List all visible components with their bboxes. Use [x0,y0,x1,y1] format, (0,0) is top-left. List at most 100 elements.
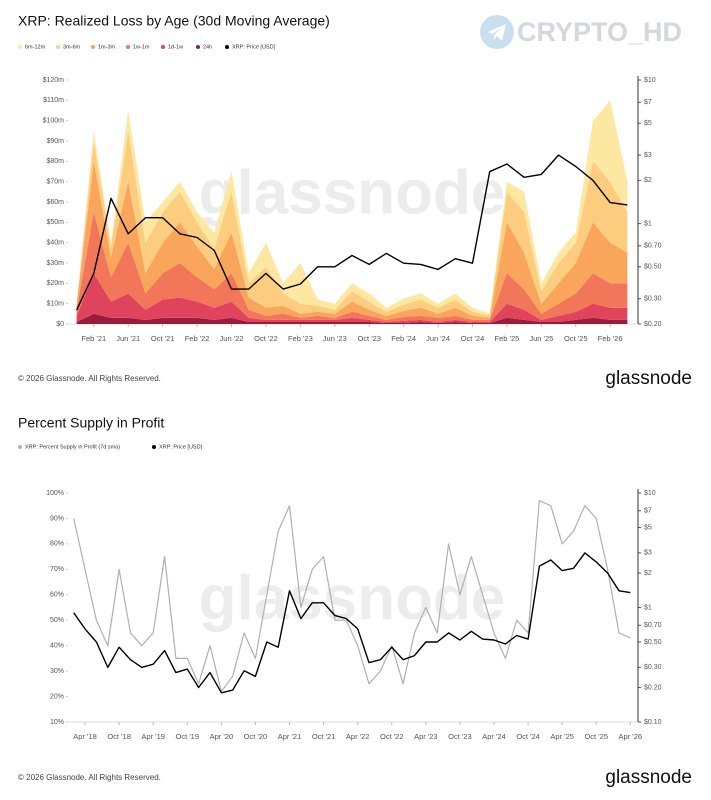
x-tick-label: Oct '25 [584,732,608,741]
x-tick-label: Apr '19 [141,732,165,741]
x-tick-label: Jun '23 [323,334,347,343]
x-tick-label: Jun '25 [529,334,553,343]
series-line [73,552,631,694]
x-tick-label: Feb '21 [81,334,106,343]
telegram-plane [488,24,506,41]
y2-tick-label: $0.50 [644,264,662,271]
x-tick-label: Apr '22 [346,732,370,741]
x-tick-label: Oct '24 [516,732,540,741]
x-tick-label: Oct '22 [380,732,404,741]
footer-copyright: © 2026 Glassnode. All Rights Reserved. [18,773,161,782]
x-tick-label: Apr '23 [414,732,438,741]
x-tick-label: Apr '20 [210,732,234,741]
y2-tick-label: $0.10 [644,719,662,726]
legend-label: XRP: Price [USD] [159,444,203,450]
y2-tick-label: $0.20 [644,321,662,328]
y-tick-label: 100% [46,490,64,497]
y2-tick-label: $7 [644,99,652,106]
y-tick-label: $10m [46,301,64,308]
legend-label: 6m-12m [25,44,46,50]
footer-logo: glassnode [605,767,692,788]
y2-tick-label: $5 [644,524,652,531]
y-tick-label: 70% [50,566,64,573]
legend-marker [18,445,22,449]
x-tick-label: Feb '26 [598,334,623,343]
legend-label: 1w-1m [133,44,150,50]
x-tick-label: Feb '25 [495,334,520,343]
x-tick-label: Feb '24 [391,334,416,343]
chart-title: XRP: Realized Loss by Age (30d Moving Av… [18,13,330,29]
y-tick-label: $70m [46,179,64,186]
y2-tick-label: $3 [644,152,652,159]
legend-label: XRP: Price [USD] [232,44,276,50]
y-tick-label: $80m [46,158,64,165]
stacked-area [76,130,628,318]
y2-tick-label: $0.30 [644,296,662,303]
y-tick-label: 30% [50,668,64,675]
legend-label: 24h [203,44,212,50]
y2-tick-label: $1 [644,604,652,611]
x-tick-label: Jun '24 [426,334,450,343]
y-tick-label: $120m [43,77,65,84]
y-tick-label: $90m [46,138,64,145]
legend-label: XRP: Percent Supply in Profit (7d sma) [25,444,120,450]
x-tick-label: Apr '24 [482,732,506,741]
stacked-area [76,212,628,322]
legend-marker [225,45,229,49]
y2-tick-label: $0.50 [644,639,662,646]
y-tick-label: $60m [46,199,64,206]
y2-tick-label: $5 [644,120,652,127]
y2-tick-label: $2 [644,177,652,184]
legend-marker [161,45,165,49]
x-tick-label: Apr '25 [550,732,574,741]
y2-tick-label: $3 [644,550,652,557]
series-line [73,500,631,693]
legend-marker [152,445,156,449]
stacked-area [76,273,628,323]
legend-marker [196,45,200,49]
x-tick-label: Oct '23 [448,732,472,741]
y-tick-label: $110m [43,97,64,104]
x-tick-label: Oct '24 [461,334,485,343]
footer-logo: glassnode [605,368,692,389]
y-tick-label: 50% [50,617,64,624]
x-tick-label: Oct '25 [564,334,588,343]
y-tick-label: $0 [56,321,64,328]
x-tick-label: Oct '21 [312,732,336,741]
y2-tick-label: $10 [644,77,656,84]
x-tick-label: Oct '21 [151,334,175,343]
chart-title: Percent Supply in Profit [18,415,164,431]
x-tick-label: Jun '22 [220,334,244,343]
x-tick-label: Oct '19 [176,732,200,741]
y-tick-label: 90% [50,515,64,522]
legend-marker [18,45,22,49]
y2-tick-label: $7 [644,508,652,515]
page-watermark: CRYPTO_HD [517,17,682,47]
x-tick-label: Oct '22 [254,334,278,343]
legend-marker [91,45,95,49]
x-tick-label: Apr '26 [619,732,643,741]
stacked-area [76,161,628,320]
y2-tick-label: $2 [644,570,652,577]
y-tick-label: 20% [50,693,64,700]
y2-tick-label: $0.70 [644,622,662,629]
x-tick-label: Apr '21 [278,732,302,741]
telegram-icon [480,15,514,49]
x-tick-label: Oct '20 [244,732,268,741]
x-tick-label: Apr '18 [73,732,97,741]
chart-watermark: glassnode [199,564,506,633]
legend-marker [56,45,60,49]
y2-tick-label: $0.30 [644,664,662,671]
y-tick-label: 60% [50,592,64,599]
footer-copyright: © 2026 Glassnode. All Rights Reserved. [18,374,161,383]
legend-label: 1m-3m [98,44,116,50]
y-tick-label: 10% [50,719,64,726]
legend-label: 1d-1w [168,44,183,50]
x-tick-label: Feb '22 [185,334,210,343]
y-tick-label: $100m [43,118,65,125]
chart-watermark: glassnode [199,158,506,227]
y-tick-label: 40% [50,643,64,650]
legend-label: 3m-6m [63,44,81,50]
x-tick-label: Feb '23 [288,334,313,343]
y-tick-label: $40m [46,240,64,247]
